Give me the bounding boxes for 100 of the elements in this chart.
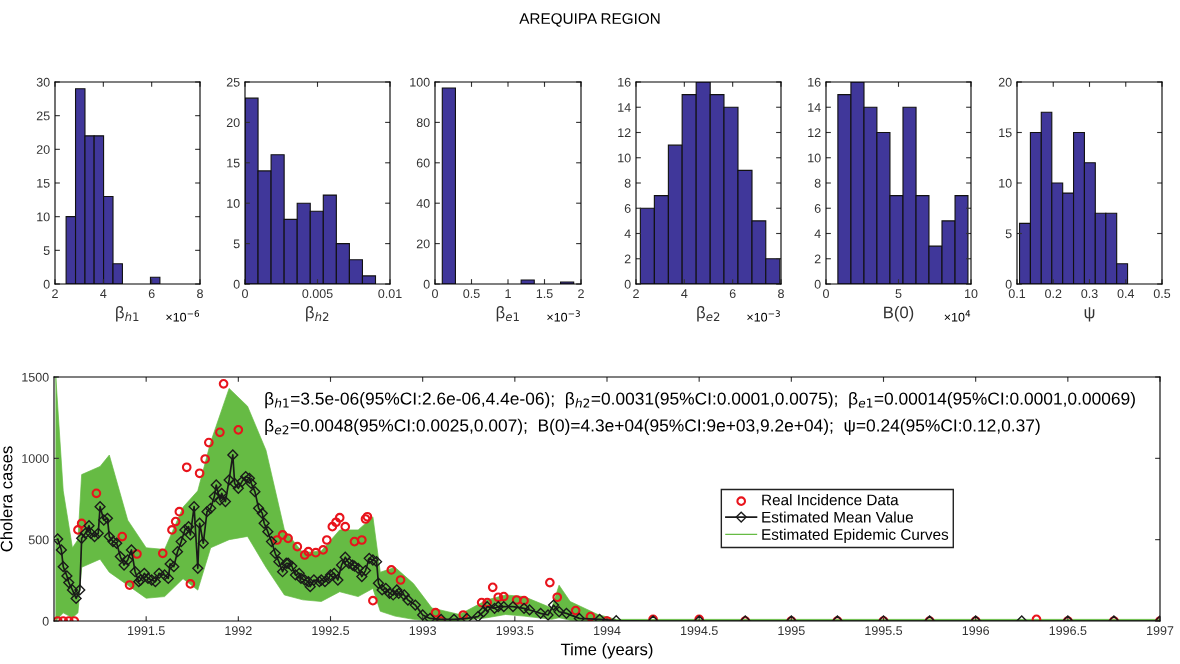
x-tick-label: 4 bbox=[100, 289, 107, 298]
x-tick-label: 1993 bbox=[409, 626, 437, 636]
y-tick-label: 1500 bbox=[22, 372, 49, 382]
x-tick-label: 0.5 bbox=[463, 289, 480, 299]
x-axis-title: β$_{h2}$ bbox=[306, 306, 329, 322]
y-tick-label: 0 bbox=[624, 279, 631, 289]
y-tick-label: 10 bbox=[227, 199, 240, 208]
x-tick-label: 2 bbox=[578, 289, 584, 298]
y-tick-label: 14 bbox=[618, 103, 631, 112]
x-tick-label: 1 bbox=[505, 289, 511, 298]
y-tick-label: 5 bbox=[43, 246, 50, 255]
x-tick-label: 1993.5 bbox=[496, 626, 534, 636]
text: ×10$^{−3}$ bbox=[547, 310, 580, 322]
legend-label: Estimated Mean Value bbox=[762, 511, 913, 523]
x-tick-label: 2 bbox=[52, 289, 58, 298]
x-tick-label: 0.2 bbox=[1045, 289, 1062, 299]
x-tick-label: 0.005 bbox=[302, 289, 333, 299]
annotation: β$_{e2}$=0.0048(95%CI:0.0025,0.007); B(0)=4.3e+04(95%CI:9e+03,9.2e+04); ψ=0.24(95%CI:0.12,0.37) bbox=[265, 418, 1040, 436]
x-tick-label: 6 bbox=[148, 289, 155, 299]
text: ×10$^{4}$ bbox=[944, 310, 971, 322]
y-tick-label: 5 bbox=[1005, 229, 1012, 239]
text: ×10$^{−3}$ bbox=[747, 310, 780, 322]
y-tick-label: 15 bbox=[999, 128, 1012, 138]
y-tick-label: 8 bbox=[624, 178, 631, 188]
x-axis-title: B(0) bbox=[884, 306, 914, 322]
x-tick-label: 8 bbox=[778, 289, 784, 299]
y-tick-label: 0 bbox=[814, 279, 821, 289]
text: ×10$^{−6}$ bbox=[166, 310, 200, 322]
x-tick-label: 1992 bbox=[225, 626, 252, 636]
y-tick-label: 10 bbox=[999, 178, 1012, 188]
x-tick-label: 0 bbox=[242, 289, 248, 299]
y-tick-label: 15 bbox=[227, 158, 240, 168]
y-tick-label: 0 bbox=[233, 279, 240, 289]
y-tick-label: 500 bbox=[28, 535, 49, 545]
y-tick-label: 8 bbox=[814, 178, 821, 188]
y-tick-label: 20 bbox=[36, 145, 50, 154]
x-axis-title: β$_{h1}$ bbox=[116, 306, 139, 322]
x-tick-label: 0 bbox=[823, 289, 829, 299]
x-tick-label: 0.5 bbox=[1153, 289, 1171, 299]
y-tick-label: 25 bbox=[36, 111, 50, 121]
x-axis-title: β$_{e1}$ bbox=[496, 306, 519, 322]
x-tick-label: 1994.5 bbox=[681, 626, 718, 636]
y-tick-label: 6 bbox=[624, 204, 631, 213]
x-tick-label: 0.01 bbox=[378, 289, 402, 299]
y-tick-label: 12 bbox=[808, 128, 821, 138]
y-tick-label: 5 bbox=[233, 239, 240, 249]
x-tick-label: 4 bbox=[681, 289, 688, 298]
y-tick-label: 2 bbox=[814, 254, 821, 264]
x-tick-label: 2 bbox=[633, 289, 639, 298]
y-tick-label: 25 bbox=[226, 77, 240, 87]
x-axis-title: β$_{e2}$ bbox=[697, 306, 720, 322]
x-axis-title: Time (years) bbox=[560, 643, 653, 659]
y-tick-label: 0 bbox=[43, 279, 50, 289]
annotation: β$_{h1}$=3.5e-06(95%CI:2.6e-06,4.4e-06); β$_{h2}$=0.0031(95%CI:0.0001,0.0075); β$_{e1}$=0.00014(95%CI:0.0001,0.00069) bbox=[265, 392, 1135, 409]
x-tick-label: 8 bbox=[197, 289, 203, 299]
y-tick-label: 20 bbox=[226, 118, 240, 128]
x-tick-label: 0.3 bbox=[1081, 289, 1098, 299]
y-tick-label: 20 bbox=[416, 239, 430, 249]
y-tick-label: 80 bbox=[416, 118, 430, 128]
x-tick-label: 1995.5 bbox=[865, 626, 903, 636]
x-axis-title: ψ bbox=[1084, 307, 1095, 322]
x-tick-label: 1996 bbox=[962, 626, 990, 636]
y-tick-label: 4 bbox=[814, 229, 821, 239]
x-tick-label: 0.4 bbox=[1117, 289, 1135, 299]
y-tick-label: 10 bbox=[37, 212, 50, 222]
x-tick-label: 5 bbox=[895, 289, 902, 299]
y-tick-label: 0 bbox=[42, 616, 49, 626]
x-tick-label: 1996.5 bbox=[1049, 626, 1087, 636]
legend-label: Estimated Epidemic Curves bbox=[762, 528, 949, 543]
y-tick-label: 40 bbox=[416, 199, 430, 208]
y-tick-label: 16 bbox=[808, 77, 821, 87]
y-tick-label: 15 bbox=[37, 178, 50, 188]
y-tick-label: 10 bbox=[808, 153, 821, 163]
y-tick-label: 30 bbox=[36, 77, 50, 87]
y-tick-label: 1000 bbox=[22, 454, 49, 463]
x-tick-label: 1994 bbox=[594, 626, 621, 636]
y-tick-label: 10 bbox=[618, 153, 631, 163]
y-tick-label: 6 bbox=[814, 204, 821, 213]
y-axis-title: Cholera cases bbox=[0, 446, 13, 552]
x-tick-label: 6 bbox=[729, 289, 736, 299]
y-tick-label: 0 bbox=[423, 279, 430, 289]
y-tick-label: 4 bbox=[624, 229, 631, 239]
legend-label: Real Incidence Data bbox=[762, 494, 899, 506]
y-tick-label: 12 bbox=[618, 128, 631, 138]
x-tick-label: 1.5 bbox=[536, 289, 553, 299]
x-tick-label: 10 bbox=[965, 289, 978, 299]
y-tick-label: 2 bbox=[624, 254, 631, 264]
y-tick-label: 16 bbox=[618, 77, 631, 87]
y-tick-label: 60 bbox=[416, 158, 430, 168]
x-tick-label: 1997 bbox=[1147, 626, 1174, 636]
x-tick-label: 0 bbox=[432, 289, 438, 299]
x-tick-label: 0.1 bbox=[1008, 289, 1026, 299]
y-tick-label: 14 bbox=[808, 103, 821, 112]
chart-title: AREQUIPA REGION bbox=[519, 13, 660, 27]
y-tick-label: 0 bbox=[1005, 279, 1012, 289]
x-tick-label: 1995 bbox=[778, 626, 805, 636]
y-tick-label: 20 bbox=[998, 77, 1012, 87]
y-tick-label: 100 bbox=[410, 77, 430, 87]
x-tick-label: 1992.5 bbox=[312, 626, 350, 636]
x-tick-label: 1991.5 bbox=[128, 626, 165, 636]
